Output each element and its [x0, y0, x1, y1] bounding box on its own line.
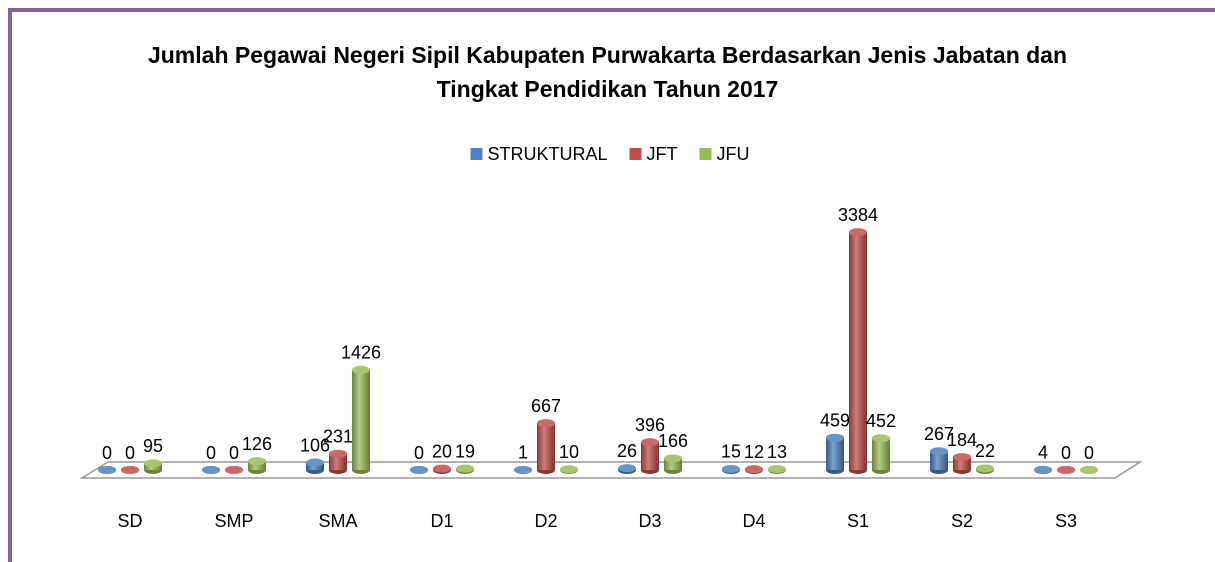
bar — [306, 458, 324, 474]
bar — [953, 453, 971, 474]
value-label: 0 — [229, 443, 239, 463]
bar — [768, 465, 786, 474]
x-tick-label: D2 — [534, 511, 557, 531]
value-label: 3384 — [838, 205, 878, 225]
value-label: 20 — [432, 441, 452, 461]
value-label: 459 — [820, 410, 850, 430]
value-label: 1426 — [341, 343, 381, 363]
value-label: 19 — [455, 441, 475, 461]
bar — [1034, 465, 1052, 474]
bar — [225, 466, 243, 474]
bar — [664, 454, 682, 474]
value-label: 12 — [744, 442, 764, 462]
value-label: 1 — [518, 443, 528, 463]
bar — [433, 464, 451, 474]
legend-label: JFU — [717, 144, 750, 164]
bar — [930, 447, 948, 474]
bar — [745, 465, 763, 474]
value-label: 0 — [414, 443, 424, 463]
bar — [248, 457, 266, 474]
x-tick-label: SMP — [214, 511, 253, 531]
value-label: 667 — [531, 396, 561, 416]
x-tick-label: SD — [117, 511, 142, 531]
value-label: 396 — [635, 415, 665, 435]
value-label: 0 — [206, 443, 216, 463]
value-label: 95 — [143, 436, 163, 456]
bar — [98, 466, 116, 474]
value-label: 106 — [300, 435, 330, 455]
value-label: 184 — [947, 430, 977, 450]
x-tick-label: D4 — [742, 511, 765, 531]
x-tick-label: D1 — [430, 511, 453, 531]
frame-top — [8, 8, 1215, 12]
legend-label: STRUKTURAL — [487, 144, 607, 164]
value-label: 13 — [767, 442, 787, 462]
bar — [121, 466, 139, 474]
bar — [641, 438, 659, 474]
bar — [872, 434, 890, 474]
legend-label: JFT — [647, 144, 678, 164]
value-label: 10 — [559, 442, 579, 462]
value-label: 4 — [1038, 442, 1048, 462]
legend-swatch — [629, 148, 642, 160]
bar — [1057, 466, 1075, 474]
value-label: 0 — [125, 443, 135, 463]
value-label: 0 — [1084, 443, 1094, 463]
bar — [514, 465, 532, 474]
bar — [144, 459, 162, 474]
x-tick-label: S3 — [1055, 511, 1077, 531]
x-tick-label: SMA — [318, 511, 357, 531]
x-tick-label: S1 — [847, 511, 869, 531]
value-label: 22 — [975, 441, 995, 461]
value-label: 166 — [658, 431, 688, 451]
value-label: 231 — [323, 427, 353, 447]
x-tick-label: D3 — [638, 511, 661, 531]
value-label: 0 — [1061, 443, 1071, 463]
value-label: 126 — [242, 434, 272, 454]
legend-swatch — [699, 148, 712, 160]
bar — [202, 466, 220, 474]
bar — [560, 465, 578, 474]
frame-left — [8, 8, 12, 562]
bar — [722, 464, 740, 474]
bar — [976, 464, 994, 474]
value-label: 267 — [924, 424, 954, 444]
value-label: 0 — [102, 443, 112, 463]
bar — [826, 433, 844, 474]
bar — [849, 228, 867, 474]
bar — [537, 419, 555, 474]
bar — [456, 464, 474, 474]
legend: STRUKTURAL JFT JFU — [470, 144, 750, 164]
x-tick-label: S2 — [951, 511, 973, 531]
chart-title: Jumlah Pegawai Negeri Sipil Kabupaten Pu… — [147, 42, 1068, 102]
bar — [410, 466, 428, 474]
bar — [618, 464, 636, 474]
value-label: 26 — [617, 441, 637, 461]
bar — [352, 365, 370, 474]
value-label: 452 — [866, 411, 896, 431]
bar — [1080, 466, 1098, 474]
legend-swatch — [470, 148, 483, 160]
value-label: 15 — [721, 442, 741, 462]
bar — [329, 449, 347, 474]
